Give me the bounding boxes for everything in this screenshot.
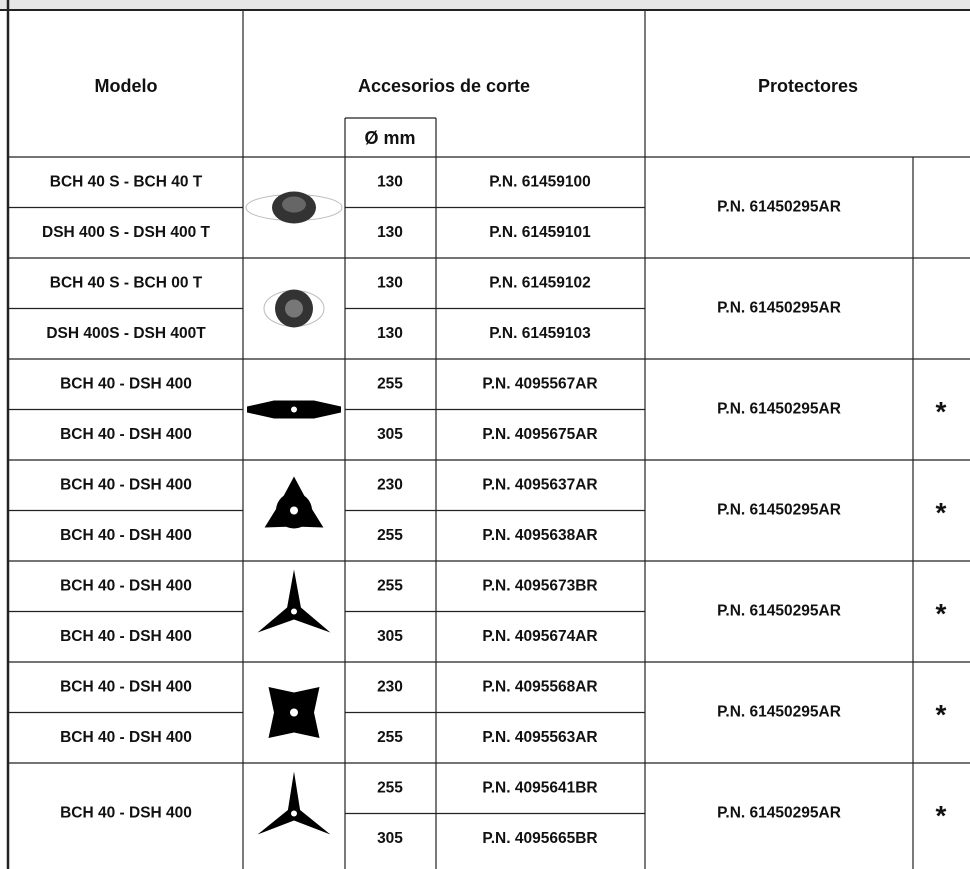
model: BCH 40 - DSH 400 <box>60 426 192 443</box>
part-number: P.N. 4095637AR <box>482 476 597 493</box>
diameter: 255 <box>377 779 403 796</box>
model: DSH 400 S - DSH 400 T <box>42 224 211 241</box>
diameter: 305 <box>377 426 403 443</box>
part-number: P.N. 61459101 <box>489 224 591 241</box>
diameter: 130 <box>377 274 403 291</box>
diameter: 305 <box>377 628 403 645</box>
part-number: P.N. 4095563AR <box>482 729 597 746</box>
blade <box>257 771 331 835</box>
spool-top <box>282 196 306 213</box>
diameter: 255 <box>377 729 403 746</box>
protector: P.N. 61450295AR <box>717 502 841 519</box>
header-model: Modelo <box>95 76 158 96</box>
protector: P.N. 61450295AR <box>717 805 841 822</box>
model: BCH 40 - DSH 400 <box>60 628 192 645</box>
header-accessories: Accesorios de corte <box>358 76 530 96</box>
blade-hole <box>291 608 297 615</box>
model: BCH 40 - DSH 400 <box>60 805 192 822</box>
protector: P.N. 61450295AR <box>717 704 841 721</box>
protector: P.N. 61450295AR <box>717 300 841 317</box>
diameter: 130 <box>377 173 403 190</box>
diameter: 255 <box>377 527 403 544</box>
protector: P.N. 61450295AR <box>717 603 841 620</box>
part-number: P.N. 61459103 <box>489 325 591 342</box>
diameter: 130 <box>377 224 403 241</box>
diameter: 130 <box>377 325 403 342</box>
model: BCH 40 - DSH 400 <box>60 375 192 392</box>
diameter: 255 <box>377 577 403 594</box>
diameter: 230 <box>377 678 403 695</box>
note: * <box>936 497 947 528</box>
part-number: P.N. 4095665BR <box>482 830 597 847</box>
note: * <box>936 396 947 427</box>
part-number: P.N. 4095641BR <box>482 779 597 796</box>
blade <box>257 569 331 633</box>
protector: P.N. 61450295AR <box>717 401 841 418</box>
header-diameter: Ø mm <box>364 128 415 148</box>
note: * <box>936 598 947 629</box>
part-number: P.N. 4095673BR <box>482 577 597 594</box>
note: * <box>936 699 947 730</box>
part-number: P.N. 4095567AR <box>482 375 597 392</box>
header-protectors: Protectores <box>758 76 858 96</box>
model: BCH 40 - DSH 400 <box>60 476 192 493</box>
model: DSH 400S - DSH 400T <box>46 325 206 342</box>
part-number: P.N. 4095568AR <box>482 678 597 695</box>
part-number: P.N. 61459100 <box>489 173 590 190</box>
part-number: P.N. 4095674AR <box>482 628 597 645</box>
blade-hole <box>290 506 298 515</box>
blade-hole <box>291 810 297 817</box>
blade-hole <box>291 406 297 413</box>
blade-hole <box>290 708 298 717</box>
spool-top <box>285 299 303 318</box>
part-number: P.N. 4095675AR <box>482 426 597 443</box>
model: BCH 40 - DSH 400 <box>60 729 192 746</box>
model: BCH 40 - DSH 400 <box>60 678 192 695</box>
model: BCH 40 - DSH 400 <box>60 527 192 544</box>
diameter: 255 <box>377 375 403 392</box>
diameter: 230 <box>377 476 403 493</box>
top-band <box>0 0 970 10</box>
part-number: P.N. 61459102 <box>489 274 590 291</box>
model: BCH 40 - DSH 400 <box>60 577 192 594</box>
note: * <box>936 800 947 831</box>
part-number: P.N. 4095638AR <box>482 527 597 544</box>
diameter: 305 <box>377 830 403 847</box>
model: BCH 40 S - BCH 40 T <box>50 173 203 190</box>
protector: P.N. 61450295AR <box>717 199 841 216</box>
model: BCH 40 S - BCH 00 T <box>50 274 203 291</box>
